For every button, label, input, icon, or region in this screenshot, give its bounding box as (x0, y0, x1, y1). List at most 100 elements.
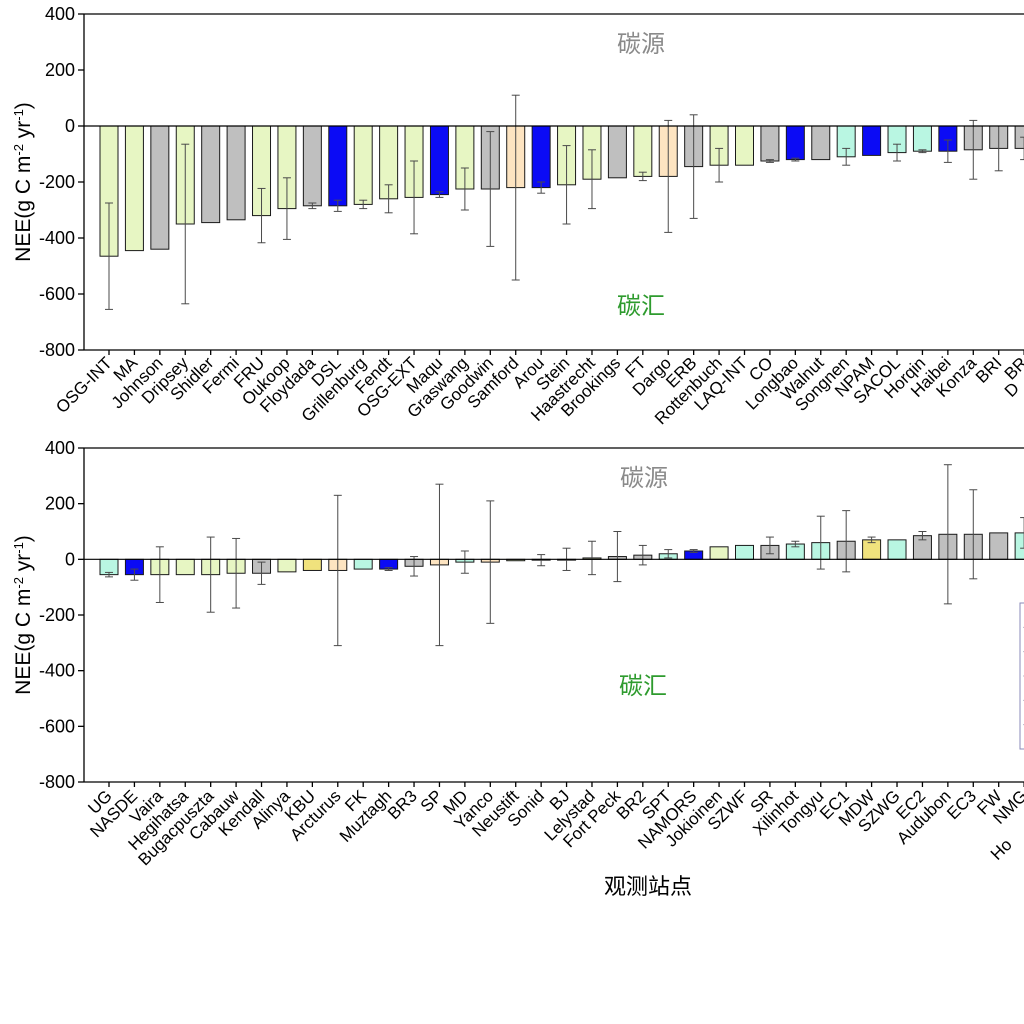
error-bar-cabauw (232, 537, 241, 609)
y-tick-label: -600 (39, 284, 75, 304)
bar-br (1014, 125, 1024, 149)
bar-maqu (429, 125, 449, 196)
error-bar-fendt (384, 184, 393, 214)
bar-co (760, 125, 780, 162)
error-bar-konza (969, 119, 978, 180)
bar-brookings (607, 125, 627, 179)
x-tick-label: D (1001, 379, 1023, 401)
error-bar-stein (562, 145, 571, 225)
error-bar-kendall (257, 561, 266, 585)
bar-alinya (277, 558, 297, 573)
error-bar-bugacpuszta (206, 536, 215, 613)
y-axis-label-superscript: -1 (11, 542, 26, 554)
carbon-sink-annotation: 碳汇 (617, 292, 665, 320)
bar-hegihatsa (175, 558, 195, 576)
error-bar-arou (537, 181, 546, 194)
bar-walnut (811, 125, 831, 161)
bar-longbao (785, 125, 805, 161)
error-bar-goodwin (486, 131, 495, 247)
bar-fw (989, 532, 1009, 560)
lower-chart: UGNASDEVairaHegihatsaBugacpusztaCabauwKe… (11, 438, 1024, 900)
error-bar-sp (435, 483, 444, 647)
x-tick-label: Ho (987, 835, 1016, 864)
bar-nmg (1014, 532, 1024, 560)
error-bar-namors (689, 549, 698, 553)
bar-kbu (302, 558, 322, 571)
error-bar-floydada (308, 202, 317, 210)
x-tick-label: Muztagh (336, 786, 396, 846)
error-bar-nasde (130, 568, 139, 581)
error-bar-rottenbuch (715, 147, 724, 183)
upper-chart: OSG-INTMAJohnsonDripseyShidlerFermiFRUOu… (11, 4, 1024, 428)
error-bar-ec3 (969, 489, 978, 580)
error-bar-sonid (537, 554, 546, 567)
error-bar-yanco (486, 500, 495, 624)
bar-ma (124, 125, 144, 252)
legend-box (1019, 602, 1024, 750)
error-bar-dsl (333, 199, 342, 212)
error-bar-songnen (842, 147, 851, 166)
y-axis-label-part: NEE(g C m (12, 156, 35, 262)
y-axis-label-part: NEE(g C m (12, 589, 35, 695)
bar-shidler (201, 125, 221, 224)
y-tick-label: 400 (45, 4, 75, 24)
x-tick-label: BR3 (384, 786, 421, 823)
error-bar-muztagh (384, 567, 393, 571)
y-axis-label: NEE(g C m-2 yr-1) (11, 102, 36, 262)
error-bar-lelystad (587, 540, 596, 576)
y-tick-label: 400 (45, 438, 75, 458)
error-bar-osg-int (105, 202, 113, 310)
error-bar-haibei (943, 139, 952, 163)
error-bar-tongyu (816, 515, 825, 570)
error-bar-haastrecht (587, 149, 596, 210)
bar-npam (862, 125, 882, 156)
y-axis-label-superscript: -1 (11, 109, 26, 121)
error-bar-sacol (893, 143, 902, 162)
error-bar-arcturus (333, 494, 342, 647)
y-tick-label: -600 (39, 716, 75, 736)
bar-fk (353, 558, 373, 570)
error-bar-osg-ext (410, 160, 419, 235)
error-bar-oukoop (282, 177, 291, 240)
y-tick-label: 200 (45, 60, 75, 80)
y-tick-label: 0 (65, 549, 75, 569)
error-bar-graswang (460, 167, 469, 211)
error-bar-ug (105, 571, 113, 578)
y-tick-label: -400 (39, 661, 75, 681)
error-bar-fru (257, 187, 266, 244)
error-bar-ec2 (918, 531, 927, 541)
error-bar-co (765, 159, 774, 163)
bar-laq-int (735, 125, 754, 166)
x-axis-title: 观测站点 (604, 875, 692, 900)
bar-jokioinen (709, 546, 729, 560)
y-tick-label: -400 (39, 228, 75, 248)
y-tick-label: -200 (39, 605, 75, 625)
carbon-source-annotation: 碳源 (617, 30, 665, 58)
error-bar-grillenburg (359, 199, 368, 210)
error-bar-vaira (155, 546, 164, 603)
error-bar-br2 (638, 544, 647, 566)
error-bar-dripsey (181, 143, 190, 305)
carbon-source-annotation: 碳源 (620, 464, 668, 492)
error-bar-erb (689, 114, 698, 219)
error-bar-spt (664, 549, 673, 559)
error-bar-horqin (918, 149, 927, 154)
y-axis-label-part: yr (12, 554, 35, 577)
carbon-sink-annotation: 碳汇 (619, 672, 667, 700)
y-axis-label-part: ) (12, 102, 35, 109)
bar-grillenburg (353, 125, 373, 205)
x-tick-label: SP (417, 786, 446, 815)
error-bar-sr (765, 536, 774, 555)
y-tick-label: -200 (39, 172, 75, 192)
error-bar-nmg (1020, 517, 1024, 549)
y-tick-label: -800 (39, 772, 75, 792)
bar-horqin (912, 125, 932, 152)
bar-szwg (887, 539, 907, 560)
y-axis-label-part: ) (12, 535, 35, 542)
error-bar-ec1 (842, 510, 851, 573)
x-tick-label: OSG-INT (52, 353, 116, 417)
bar-fermi (226, 125, 246, 221)
bar-arou (531, 125, 551, 189)
error-bar-longbao (791, 157, 800, 162)
